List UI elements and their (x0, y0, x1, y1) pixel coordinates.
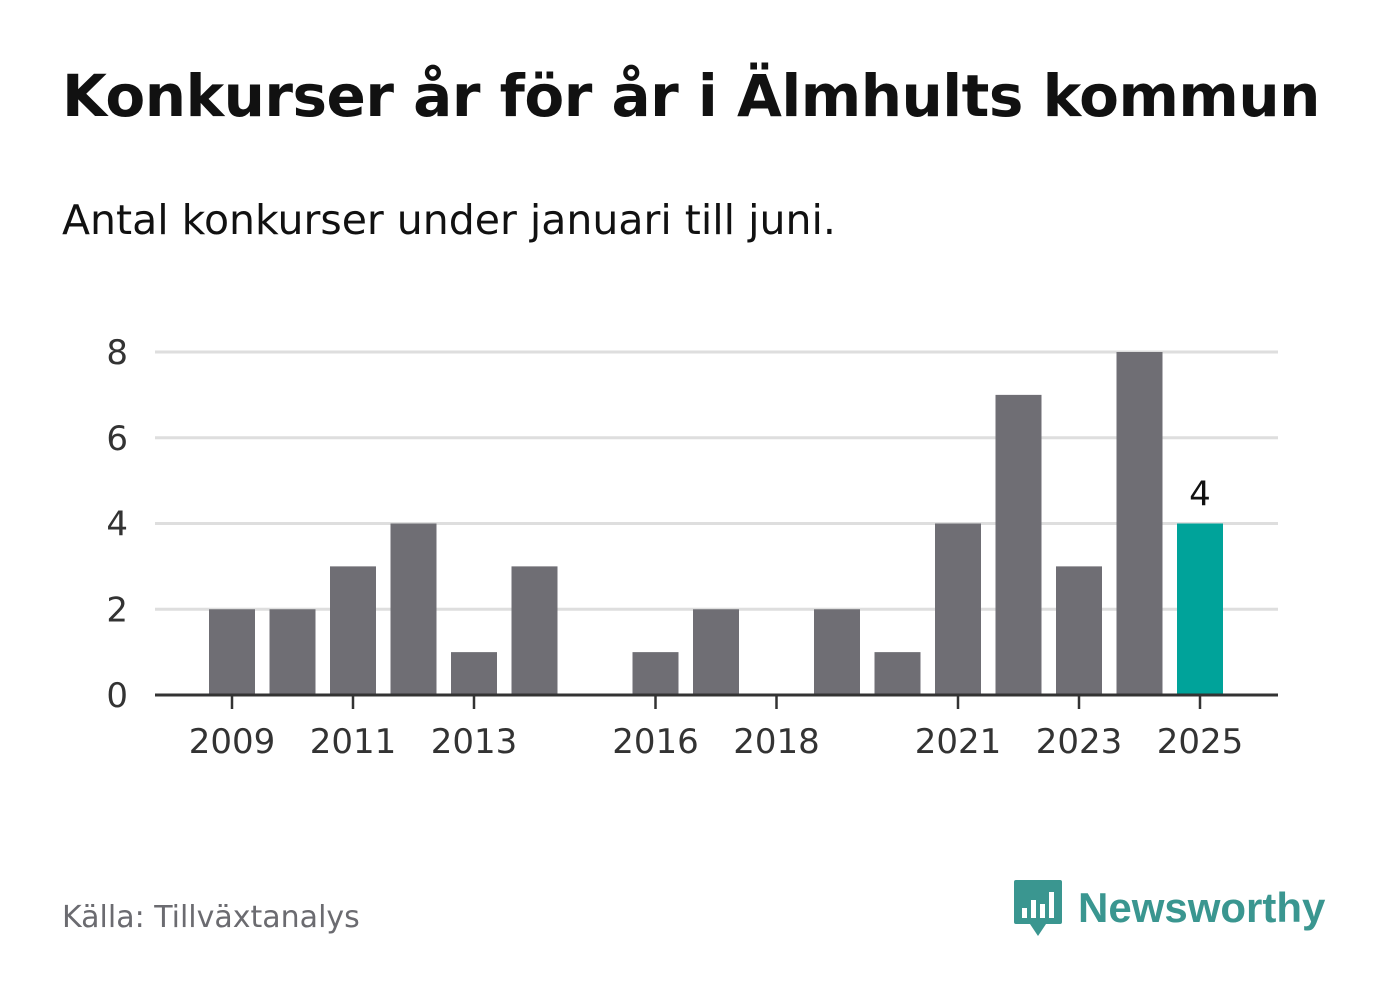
x-tick-label-2013: 2013 (431, 722, 518, 762)
x-tick-label-2018: 2018 (733, 722, 820, 762)
y-tick-label-2: 2 (106, 590, 128, 630)
x-tick-label-2025: 2025 (1157, 722, 1244, 762)
x-tick-label-2021: 2021 (915, 722, 1002, 762)
brand-name: Newsworthy (1078, 884, 1326, 931)
chart-title: Konkurser år för år i Älmhults kommun (62, 62, 1320, 130)
x-tick-label-2009: 2009 (189, 722, 276, 762)
y-tick-label-4: 4 (106, 505, 128, 545)
bar-2024 (1116, 352, 1163, 695)
x-tick-label-2016: 2016 (612, 722, 699, 762)
bar-2010 (269, 609, 316, 695)
source-note: Källa: Tillväxtanalys (62, 900, 360, 935)
bar-2014 (511, 566, 558, 695)
bar-2025 (1177, 523, 1223, 695)
y-tick-label-6: 6 (106, 419, 128, 459)
bar-2020 (874, 652, 921, 695)
data-label-2025: 4 (1189, 475, 1211, 515)
bar-2017 (693, 609, 739, 695)
x-tick-label-2023: 2023 (1036, 722, 1123, 762)
chart-subtitle: Antal konkurser under januari till juni. (62, 196, 836, 244)
x-tick-label-2011: 2011 (310, 722, 397, 762)
bar-2023 (1056, 566, 1102, 695)
bar-2022 (995, 394, 1042, 695)
newsworthy-chart-icon (1014, 880, 1062, 936)
bar-2019 (814, 609, 860, 695)
bar-2009 (209, 609, 255, 695)
bar-2012 (390, 523, 437, 695)
newsworthy-logo: Newsworthy (1012, 878, 1325, 938)
bar-2011 (330, 566, 376, 695)
y-tick-label-8: 8 (106, 333, 128, 373)
bar-2021 (935, 523, 981, 695)
y-tick-label-0: 0 (106, 676, 128, 716)
bar-2016 (632, 652, 679, 695)
bar-2013 (451, 652, 497, 695)
